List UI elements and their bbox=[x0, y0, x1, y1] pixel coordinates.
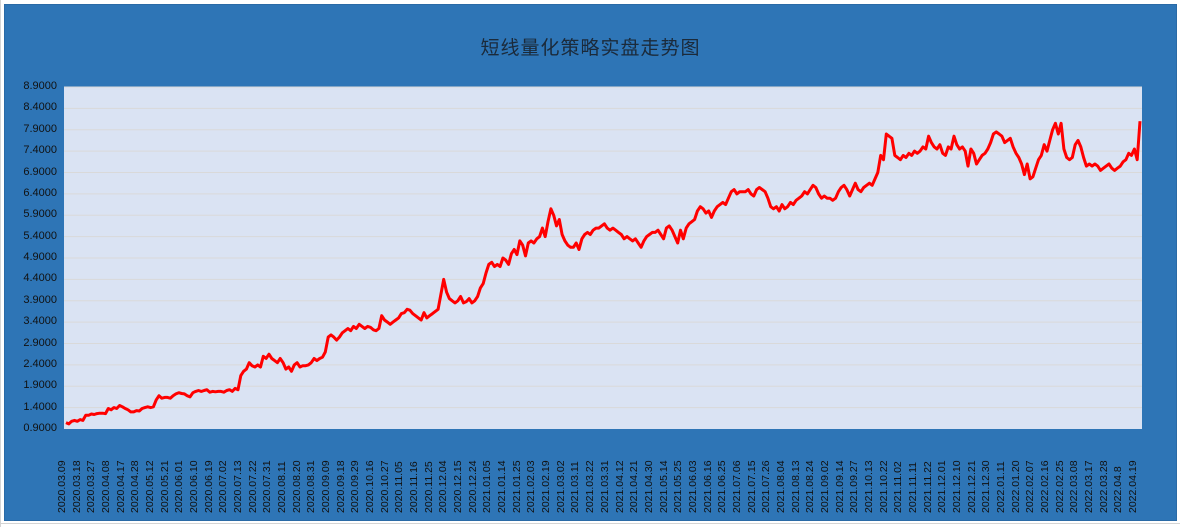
y-tick-label: 5.9000 bbox=[23, 208, 57, 221]
y-tick-label: 2.9000 bbox=[23, 336, 57, 349]
y-tick-label: 8.9000 bbox=[23, 80, 57, 92]
strategy-line[interactable] bbox=[65, 121, 1142, 426]
y-tick-label: 3.4000 bbox=[23, 315, 57, 328]
chart-area[interactable]: 短线量化策略实盘走势图 0.9000 1.4000 1.9000 2.4000 2.90… bbox=[4, 4, 1177, 521]
y-tick-label: 4.4000 bbox=[23, 272, 57, 285]
y-tick-label: 6.4000 bbox=[23, 186, 57, 199]
y-tick-label: 0.9000 bbox=[23, 422, 57, 434]
chart-title: 短线量化策略实盘走势图 bbox=[480, 37, 701, 59]
y-tick-label: 5.4000 bbox=[23, 229, 57, 242]
y-tick-label: 7.9000 bbox=[23, 122, 57, 135]
sheet-gridline bbox=[0, 523, 1180, 524]
line-series bbox=[64, 86, 1142, 426]
y-tick-label: 7.4000 bbox=[23, 144, 57, 157]
y-tick-label: 1.9000 bbox=[23, 379, 57, 392]
y-tick-label: 2.4000 bbox=[23, 357, 57, 370]
y-tick-label: 3.9000 bbox=[23, 293, 57, 306]
y-tick-label: 8.4000 bbox=[23, 101, 57, 114]
y-tick-label: 6.9000 bbox=[23, 165, 57, 178]
y-tick-label: 4.9000 bbox=[23, 251, 57, 263]
sheet-gridline bbox=[0, 0, 1, 527]
y-tick-label: 1.4000 bbox=[23, 400, 57, 413]
